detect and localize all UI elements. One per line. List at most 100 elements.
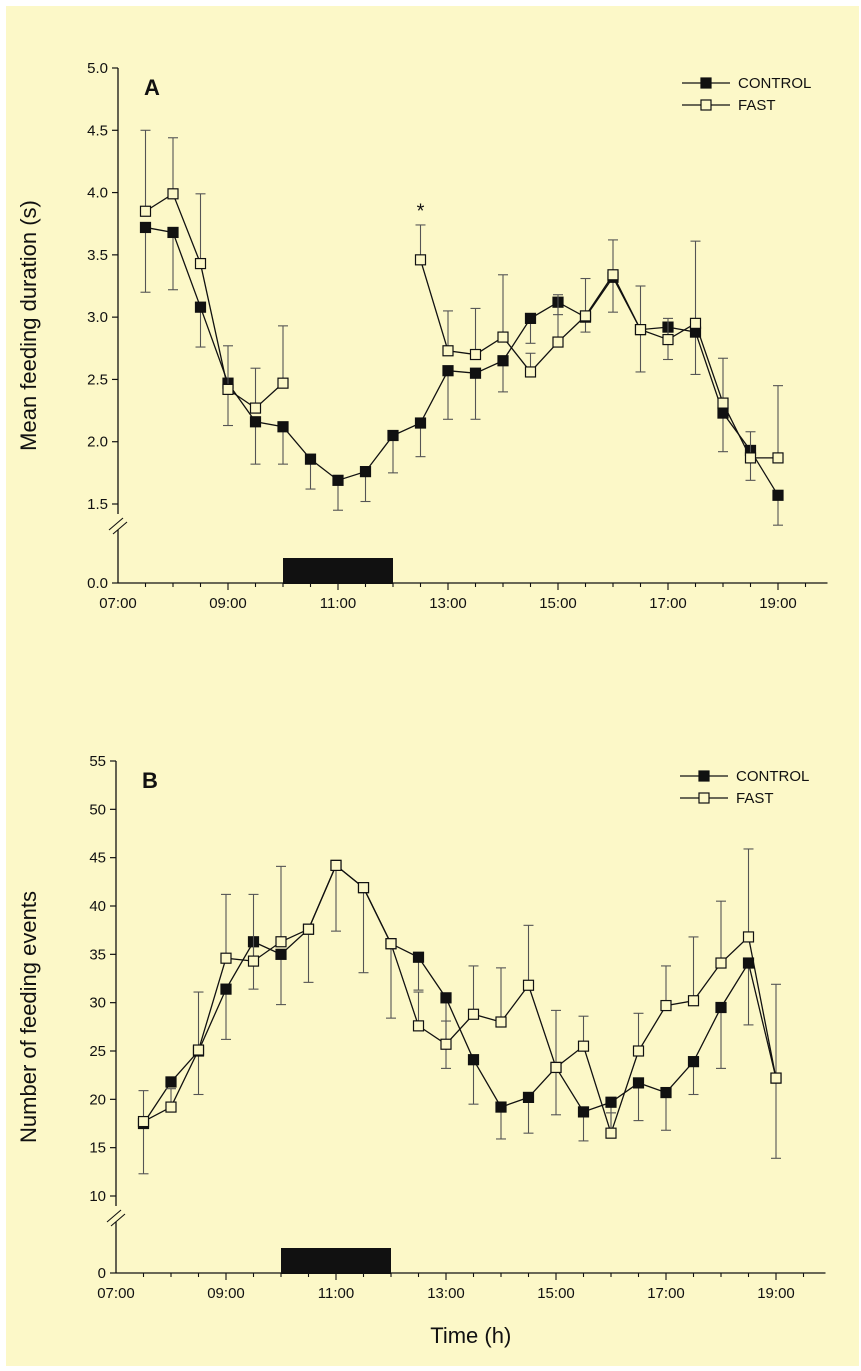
series-line-fast xyxy=(145,192,284,409)
legend-marker-control xyxy=(698,770,710,782)
data-point-control xyxy=(742,957,755,969)
y-tick-label-zero: 0.0 xyxy=(87,575,108,592)
figure: 5.0 4.5 4.0 3.5 3.0 2.5 2.0 1.5 0.0 07:00 09:00 11:… xyxy=(6,6,859,1366)
data-point-control xyxy=(277,421,289,433)
y-axis-title: Number of feeding events xyxy=(16,891,41,1143)
data-point-control xyxy=(467,1054,480,1066)
data-point-control xyxy=(414,417,427,429)
data-point-control xyxy=(497,355,509,367)
data-point-control xyxy=(715,1001,727,1014)
panel-label: A xyxy=(144,75,160,100)
data-point-control xyxy=(167,226,179,239)
data-point-control xyxy=(440,992,452,1004)
data-point-control xyxy=(605,1096,617,1108)
axis-break-mark xyxy=(108,517,124,531)
data-point-fast xyxy=(165,1101,177,1113)
series-fast xyxy=(137,848,782,1139)
legend-marker-fast xyxy=(700,99,712,111)
data-point-control xyxy=(577,1106,590,1118)
y-tick-label: 10 xyxy=(89,1188,106,1205)
data-point-fast xyxy=(469,348,482,361)
x-tick-label: 11:00 xyxy=(318,1285,354,1302)
data-point-fast xyxy=(194,257,207,270)
y-axis-title: Mean feeding duration (s) xyxy=(16,200,41,451)
data-point-fast xyxy=(634,324,647,336)
series-line-control xyxy=(142,864,777,1124)
series-fast xyxy=(139,129,784,464)
dark-period-bar xyxy=(281,1248,391,1274)
data-point-control xyxy=(469,367,482,379)
data-point-fast xyxy=(772,452,784,464)
data-point-fast xyxy=(385,938,397,950)
data-point-control xyxy=(275,948,287,960)
data-point-control xyxy=(687,1056,700,1068)
data-point-fast xyxy=(467,1008,480,1020)
data-point-fast xyxy=(742,931,755,943)
data-point-fast xyxy=(770,1072,782,1084)
data-point-control xyxy=(220,983,232,995)
x-tick-label: 15:00 xyxy=(539,595,577,612)
chart-panel-b: 55 50 45 40 35 30 25 20 15 10 0 07:00 09:00 11:00 13:0… xyxy=(16,753,826,1348)
y-tick-label: 25 xyxy=(89,1043,106,1060)
series-control xyxy=(139,221,784,526)
x-tick-label: 09:00 xyxy=(209,595,247,612)
data-point-fast xyxy=(275,936,287,948)
y-tick-label: 50 xyxy=(89,801,106,818)
data-point-control xyxy=(332,474,344,486)
data-point-fast xyxy=(744,452,757,464)
legend: CONTROL FAST xyxy=(680,768,809,807)
data-point-fast xyxy=(412,1020,425,1032)
legend-label: FAST xyxy=(736,790,774,807)
legend: CONTROL FAST xyxy=(682,75,811,114)
legend-label: FAST xyxy=(738,97,776,114)
y-tick-label: 5.0 xyxy=(87,60,108,77)
data-point-control xyxy=(660,1086,672,1099)
data-point-fast xyxy=(662,333,674,346)
data-point-fast xyxy=(414,254,427,266)
y-tick-label: 3.5 xyxy=(87,247,108,264)
x-tick-label: 07:00 xyxy=(99,595,137,612)
data-point-fast xyxy=(524,366,537,378)
data-point-fast xyxy=(660,999,672,1012)
y-tick-label: 30 xyxy=(89,995,106,1012)
data-point-fast xyxy=(632,1045,645,1057)
x-axis-title: Time (h) xyxy=(430,1323,511,1348)
data-point-fast xyxy=(577,1040,590,1052)
series-line-fast xyxy=(143,864,777,1136)
dark-period-bar xyxy=(283,558,393,584)
x-tick-label: 13:00 xyxy=(429,595,467,612)
data-point-fast xyxy=(247,955,260,967)
data-point-fast xyxy=(607,269,619,281)
data-point-fast xyxy=(167,188,179,200)
data-point-control xyxy=(194,301,207,313)
y-tick-label: 2.5 xyxy=(87,371,108,388)
data-point-control xyxy=(772,489,784,501)
axis-break-mark xyxy=(106,1209,122,1223)
legend-marker-fast xyxy=(698,792,710,804)
y-tick-label: 4.5 xyxy=(87,122,108,139)
data-point-fast xyxy=(220,952,232,964)
y-tick-label: 55 xyxy=(89,753,106,770)
x-tick-label: 09:00 xyxy=(207,1285,245,1302)
x-tick-label: 15:00 xyxy=(537,1285,575,1302)
y-tick-label: 15 xyxy=(89,1140,106,1157)
x-tick-label: 17:00 xyxy=(649,595,687,612)
data-point-control xyxy=(387,429,399,442)
data-point-fast xyxy=(495,1016,507,1028)
axis-break-mark xyxy=(110,1213,126,1227)
significance-marker: * xyxy=(417,200,425,222)
data-point-fast xyxy=(689,317,702,329)
data-point-fast xyxy=(579,310,592,322)
data-point-control xyxy=(522,1091,535,1104)
data-point-control xyxy=(165,1076,177,1088)
x-tick-label: 17:00 xyxy=(647,1285,685,1302)
y-tick-label: 1.5 xyxy=(87,496,108,513)
data-point-fast xyxy=(497,331,509,343)
data-point-fast xyxy=(249,402,262,414)
chart-panel-a: 5.0 4.5 4.0 3.5 3.0 2.5 2.0 1.5 0.0 07:00 09:00 11:… xyxy=(16,60,828,612)
data-point-control xyxy=(249,416,262,428)
x-tick-label: 19:00 xyxy=(757,1285,795,1302)
data-point-control xyxy=(495,1101,507,1113)
y-tick-label: 2.0 xyxy=(87,434,108,451)
data-point-fast xyxy=(302,923,315,935)
